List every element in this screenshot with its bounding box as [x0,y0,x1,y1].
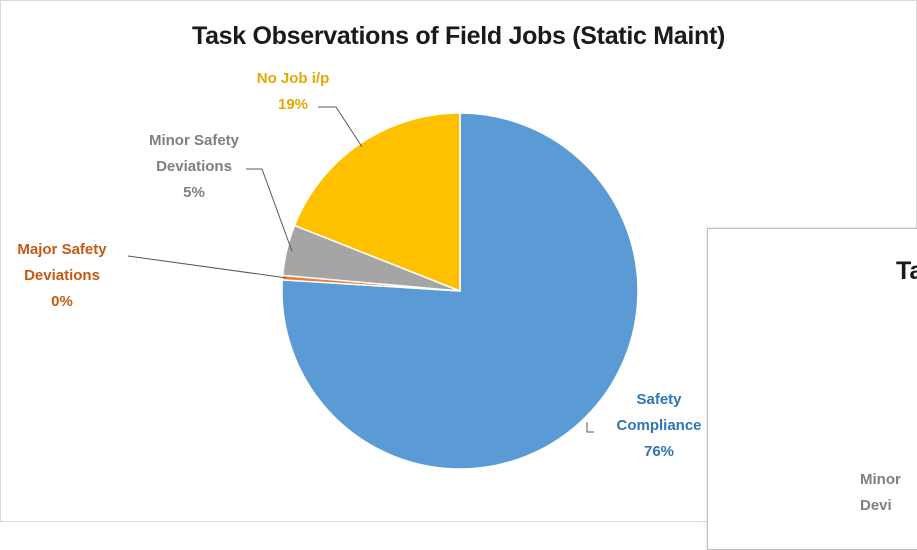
chart-title: Task Observations of Field Jobs (Static … [191,22,726,50]
pie-chart [127,106,639,470]
label-safety-compliance-pct: 76% [643,443,675,460]
label-major-safety-deviations: Major Safety Deviations 0% [2,237,122,315]
second-chart-label-line2: Devi [860,497,892,514]
second-chart-panel: Ta Minor Devi [707,228,917,550]
label-safety-compliance: Safety Compliance 76% [604,387,714,465]
label-nojob-line1: No Job i/p [256,70,330,87]
leader-line-major-safety-deviations [127,255,287,279]
label-minor-pct: 5% [183,184,205,201]
label-major-line1: Major Safety [17,241,107,258]
second-chart-label: Minor Devi [860,467,901,519]
pie-slice-safety-compliance [281,112,639,470]
label-minor-line1: Minor Safety [148,132,239,149]
leader-line-no-job-i-p [318,106,363,147]
label-no-job-ip: No Job i/p 19% [238,66,348,118]
label-minor-safety-deviations: Minor Safety Deviations 5% [128,128,260,206]
label-safety-compliance-line1: Safety [636,391,682,408]
second-chart-label-line1: Minor [860,471,901,488]
second-chart-title: Ta [896,257,917,285]
label-minor-line2: Deviations [156,158,232,175]
leader-line-safety-compliance [586,422,594,433]
leader-line-minor-safety-deviations [246,168,293,252]
label-major-line2: Deviations [24,267,100,284]
label-safety-compliance-line2: Compliance [616,417,702,434]
label-nojob-pct: 19% [277,96,309,113]
label-major-pct: 0% [51,293,73,310]
